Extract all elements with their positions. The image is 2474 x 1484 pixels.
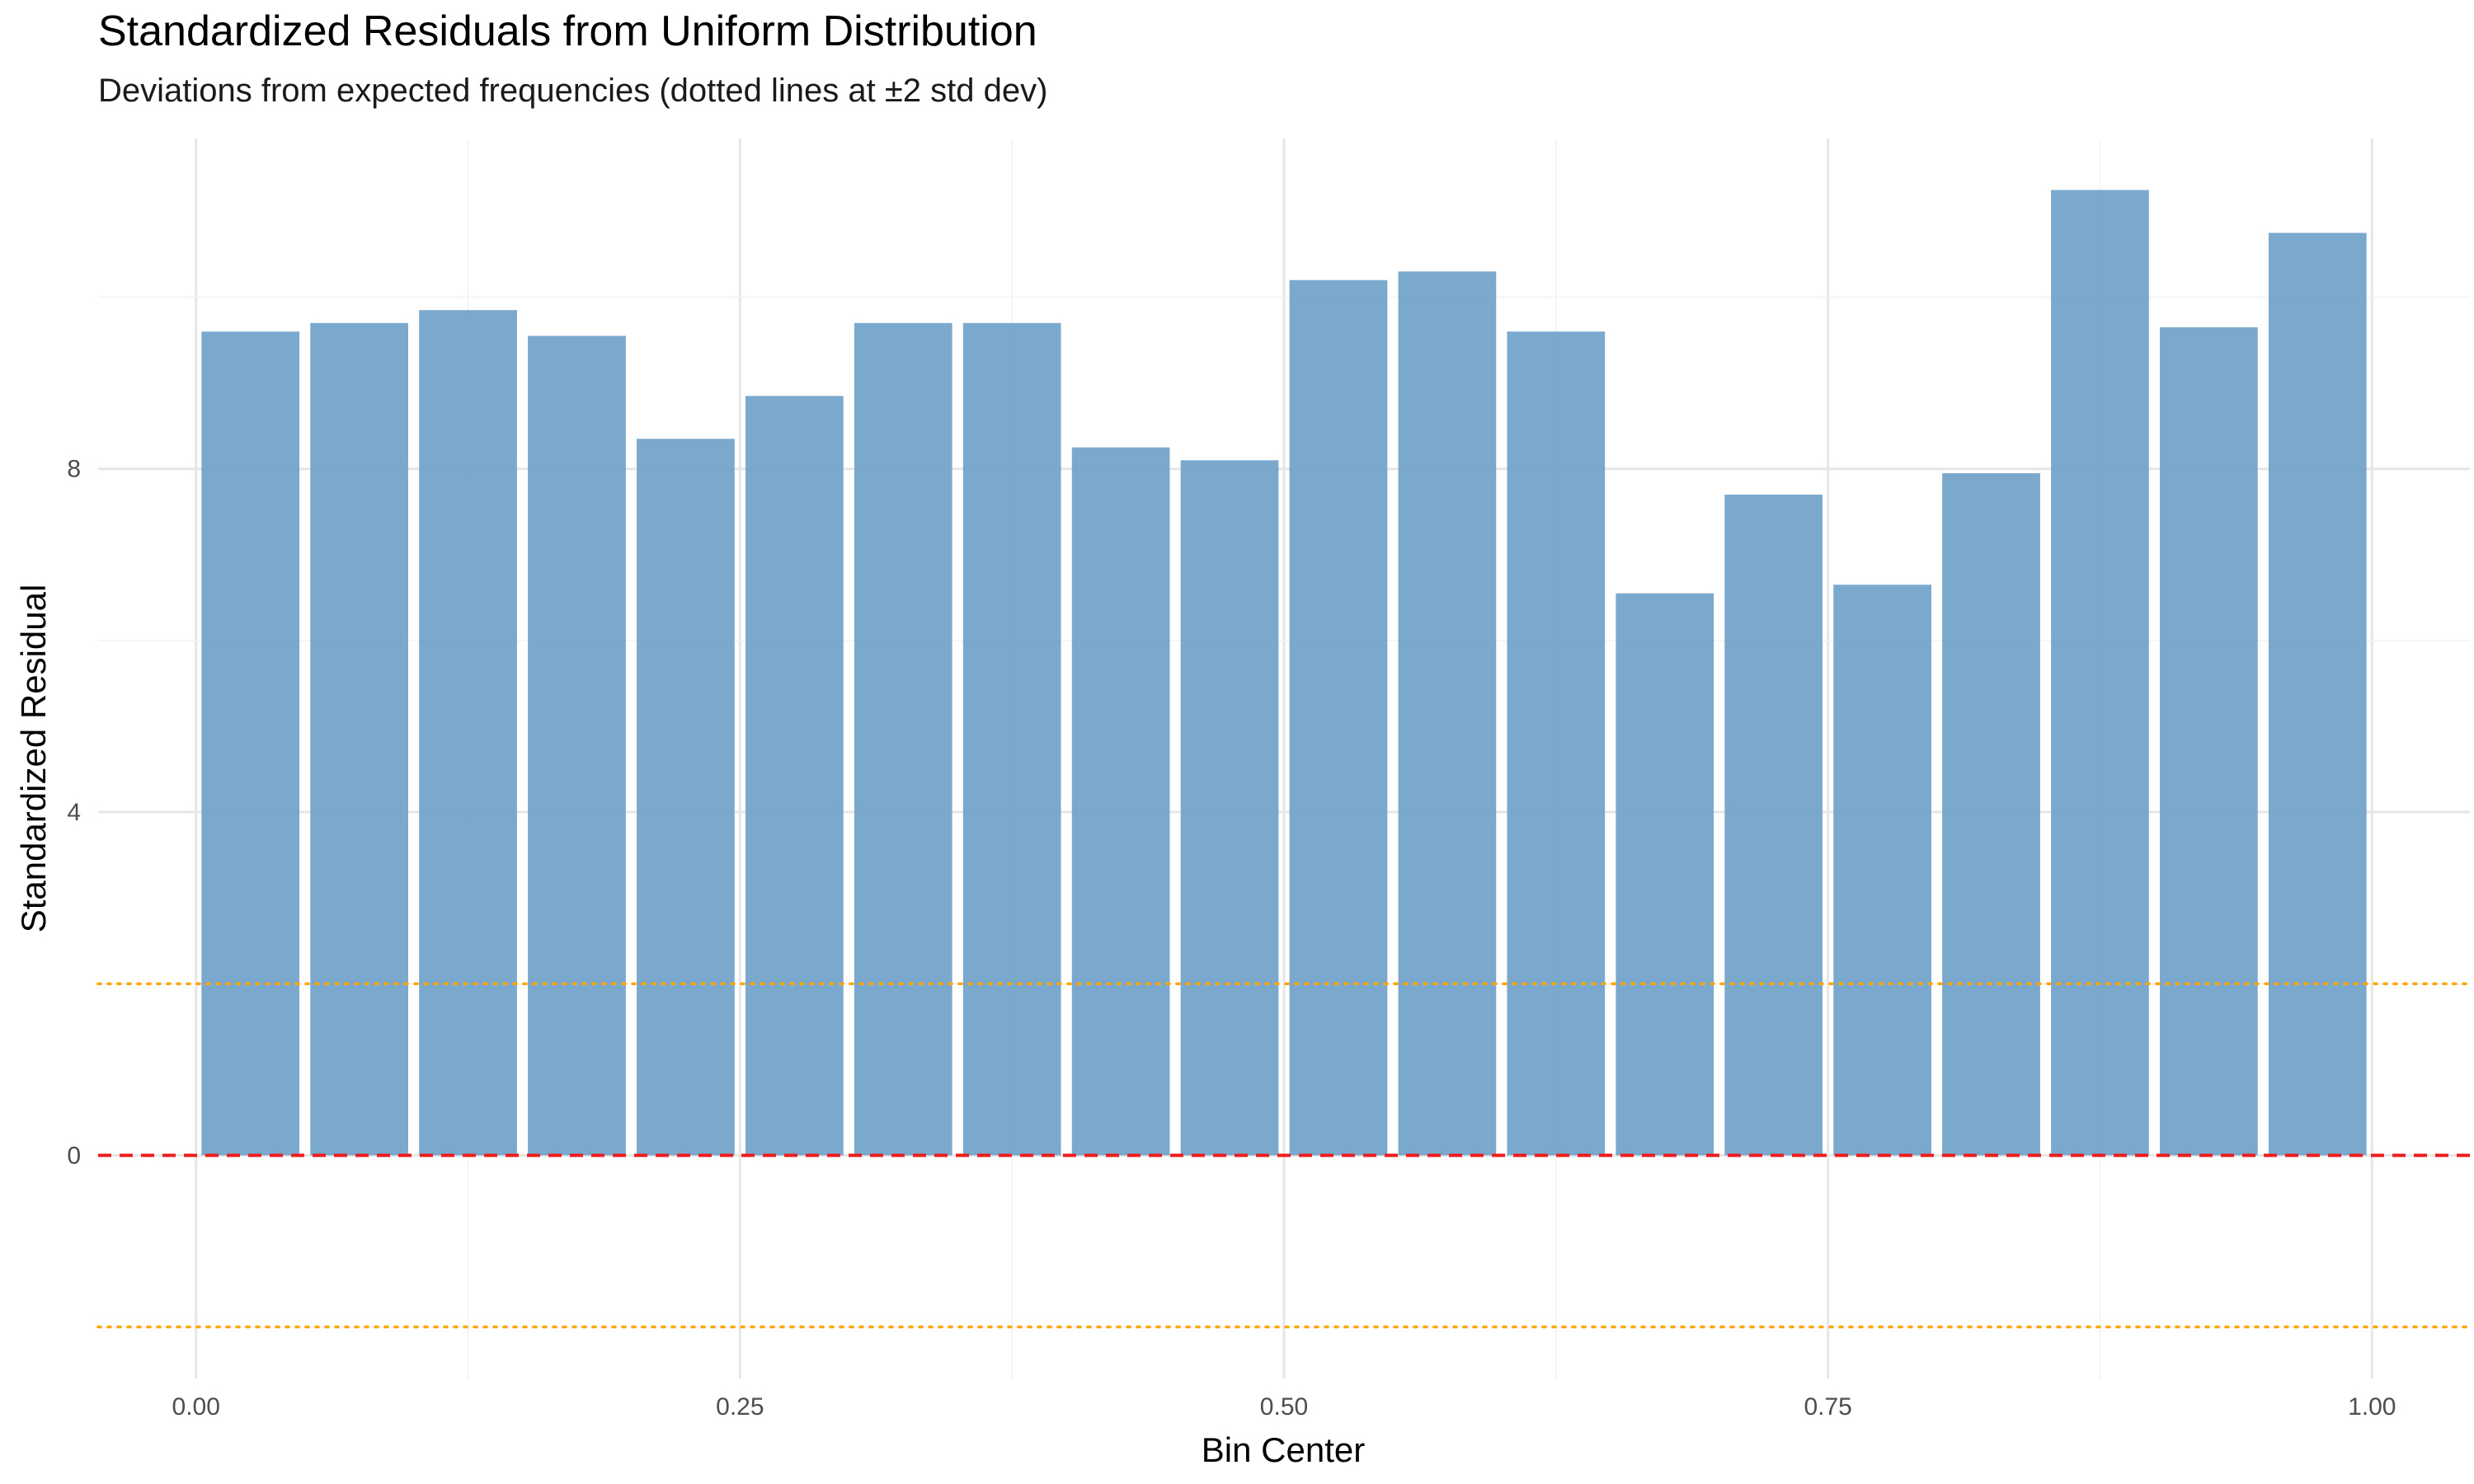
reference-lines — [96, 982, 2472, 1329]
bar — [854, 322, 952, 1156]
bar — [1507, 331, 1606, 1156]
bar — [962, 322, 1061, 1156]
x-tick-label: 0.25 — [716, 1393, 764, 1421]
bar — [419, 310, 517, 1156]
y-tick-label: 4 — [67, 799, 81, 826]
bar — [528, 336, 626, 1156]
y-tick-labels: 0 4 8 — [67, 456, 81, 1170]
bar — [201, 331, 300, 1156]
x-tick-label: 0.75 — [1804, 1393, 1851, 1421]
y-tick-label: 8 — [67, 456, 81, 483]
bar — [1071, 447, 1170, 1156]
x-tick-label: 0.50 — [1260, 1393, 1308, 1421]
bar — [1942, 472, 2040, 1156]
x-tick-label: 1.00 — [2348, 1393, 2396, 1421]
bar — [310, 322, 408, 1156]
bar — [745, 396, 844, 1156]
bar — [1833, 585, 1931, 1156]
x-tick-label: 0.00 — [172, 1393, 220, 1421]
bar — [1616, 593, 1714, 1156]
x-tick-labels: 0.00 0.25 0.50 0.75 1.00 — [172, 1393, 2396, 1421]
bar — [1289, 279, 1388, 1156]
bar — [1724, 494, 1823, 1156]
chart-subtitle: Deviations from expected frequencies (do… — [98, 73, 1048, 109]
y-axis-title: Standardized Residual — [14, 585, 53, 933]
bar — [1398, 271, 1497, 1156]
bar — [2160, 326, 2258, 1156]
bar — [2051, 190, 2149, 1156]
bar — [2268, 232, 2367, 1156]
x-axis-title: Bin Center — [1202, 1430, 1365, 1469]
bar — [1180, 460, 1279, 1156]
bar — [637, 439, 735, 1156]
y-tick-label: 0 — [67, 1142, 81, 1169]
bars — [201, 190, 2367, 1156]
chart-title: Standardized Residuals from Uniform Dist… — [98, 7, 1037, 55]
